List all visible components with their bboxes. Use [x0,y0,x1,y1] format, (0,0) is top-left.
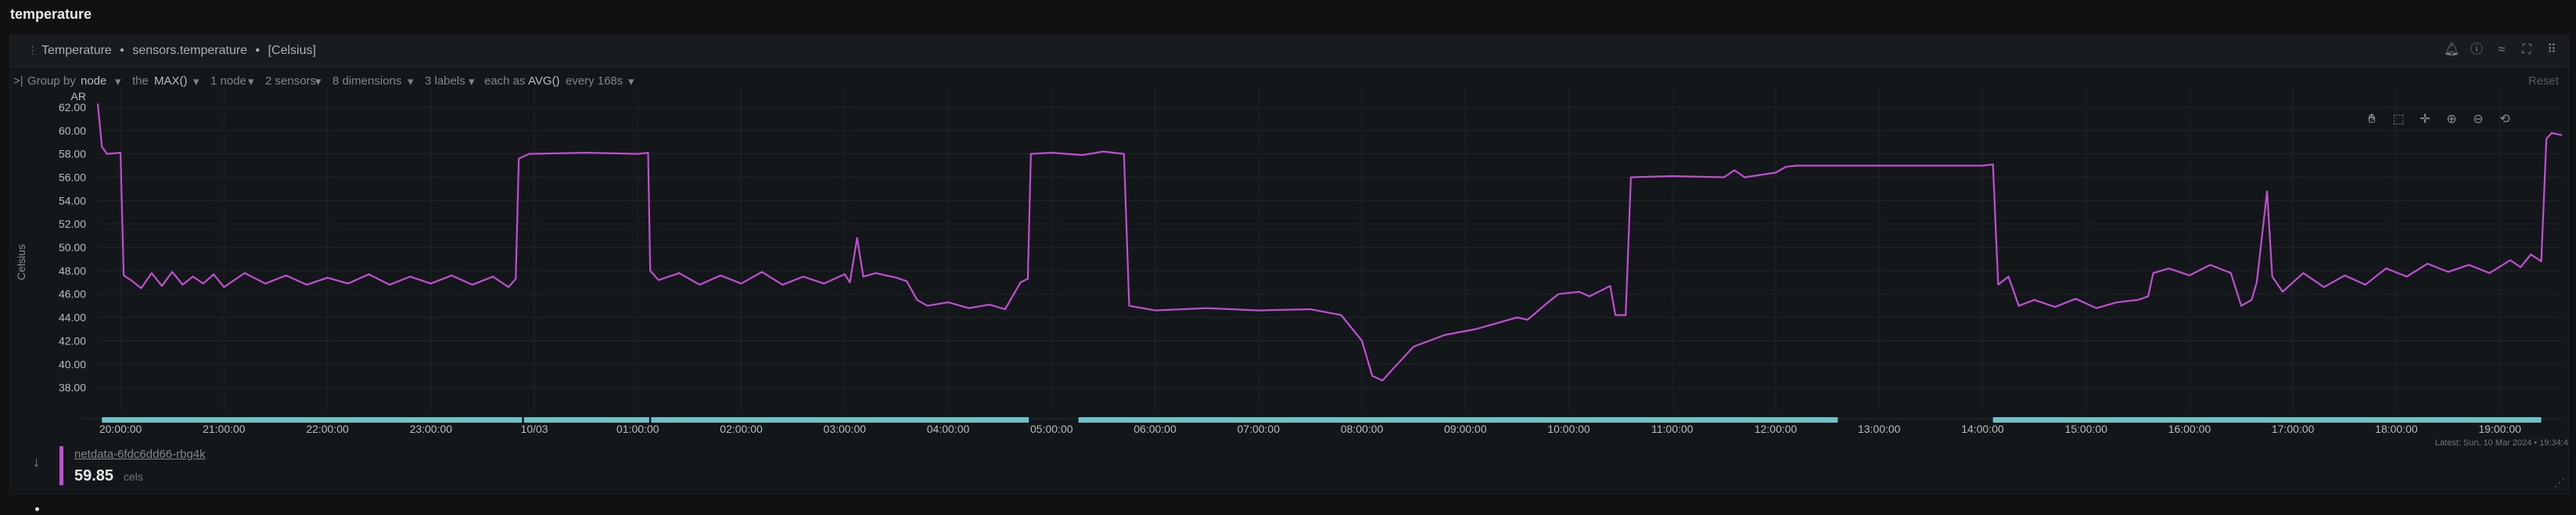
y-axis-top-label: AR [71,90,86,103]
crosshair-icon[interactable]: ✛ [2420,113,2430,126]
chart-title-text: Temperature [41,44,112,57]
drag-handle-icon[interactable]: ⋮ [27,45,38,56]
zoom-in-icon[interactable]: ⊕ [2446,113,2457,126]
page-title: temperature [10,6,92,22]
x-tick-label: 20:00:00 [99,423,142,435]
y-tick-label: 50.00 [59,241,86,254]
x-tick-label: 22:00:00 [306,423,349,435]
y-tick-label: 54.00 [59,194,86,207]
status-dot [35,507,39,511]
x-tick-label: 09:00:00 [1444,423,1487,435]
sensors-dropdown[interactable]: 2 sensors [265,74,317,88]
header-actions: 🔔︎ ⓘ ≈ ⛶ ⠿ [2443,41,2560,59]
dimensions-dropdown[interactable]: 8 dimensions [332,74,402,88]
x-tick-label: 06:00:00 [1134,423,1177,435]
annotation-bar [651,417,1029,423]
y-tick-label: 62.00 [59,101,86,113]
x-tick-label: 14:00:00 [1961,423,2004,435]
chart-units: [Celsius] [268,44,316,57]
chart-title: Temperature • sensors.temperature • [Cel… [41,44,316,57]
x-tick-label: 23:00:00 [410,423,453,435]
info-icon[interactable]: ⓘ [2470,43,2483,56]
chart-header: ⋮ Temperature • sensors.temperature • [C… [10,35,2568,67]
x-tick-label: 15:00:00 [2064,423,2107,435]
chart-context: sensors.temperature [132,44,248,57]
y-tick-label: 46.00 [59,288,86,301]
annotation-bar [1078,417,1838,423]
arrow-down-icon[interactable]: ↓ [33,454,40,470]
x-tick-label: 12:00:00 [1755,423,1798,435]
legend-unit: cels [124,470,143,483]
filter-bar: >| Group by node ▾ the MAX() ▾ 1 node ▾ … [13,74,2559,88]
alert-bell-icon[interactable]: 🔔︎ [2443,43,2460,56]
y-tick-label: 58.00 [59,148,86,160]
annotation-bar [102,417,523,423]
x-tick-label: 21:00:00 [203,423,246,435]
zoom-out-icon[interactable]: ⊖ [2473,113,2484,126]
x-tick-label: 19:00:00 [2478,423,2521,435]
x-tick-label: 16:00:00 [2168,423,2211,435]
select-icon[interactable]: ⬚ [2392,113,2405,126]
x-tick-label: 02:00:00 [720,423,763,435]
y-axis-label: Celsius [15,244,27,280]
x-tick-label: 17:00:00 [2272,423,2315,435]
aggregation-dropdown[interactable]: MAX() [154,74,188,88]
x-tick-label: 05:00:00 [1030,423,1073,435]
chevron-down-icon: ▾ [115,75,121,88]
legend-dimension-name[interactable]: netdata-6fdc6dd66-rbg4k [74,448,206,461]
reset-button[interactable]: Reset [2527,74,2559,88]
x-tick-label: 03:00:00 [824,423,867,435]
x-tick-label: 11:00:00 [1651,423,1694,435]
legend-color-swatch [59,446,63,485]
x-tick-label: 08:00:00 [1341,423,1384,435]
y-tick-label: 42.00 [59,334,86,347]
resize-handle-icon[interactable]: ⋰ [2554,476,2565,488]
chevron-down-icon: ▾ [469,75,475,88]
chart-toolbox: ✋︎ ⬚ ✛ ⊕ ⊖ ⟲ [2362,110,2514,129]
x-tick-label: 07:00:00 [1238,423,1281,435]
legend-value: 59.85 [74,467,114,484]
series-line [96,103,2563,382]
group-by-dropdown[interactable]: node [81,74,107,88]
chevron-down-icon: ▾ [193,75,199,88]
time-aggregation-dropdown[interactable]: AVG() [528,74,560,88]
y-tick-label: 52.00 [59,218,86,230]
latest-timestamp: Latest: Sun, 10 Mar 2024 • 19:34:4 [2434,438,2568,448]
x-tick-label: 04:00:00 [927,423,970,435]
annotation-bar [1992,417,2542,423]
x-tick-label: 18:00:00 [2375,423,2418,435]
drag-grid-icon[interactable]: ⠿ [2547,43,2556,56]
y-tick-label: 38.00 [59,381,86,394]
x-tick-label: 01:00:00 [616,423,659,435]
y-tick-label: 48.00 [59,265,86,277]
y-tick-label: 56.00 [59,171,86,183]
fullscreen-icon[interactable]: ⛶ [2522,43,2531,56]
x-tick-label: 10:00:00 [1547,423,1590,435]
annotation-bar [523,417,649,423]
x-tick-label: 10/03 [521,423,548,435]
chevron-down-icon: ▾ [628,75,634,88]
chevron-down-icon: ▾ [248,75,254,88]
y-tick-label: 60.00 [59,124,86,137]
group-expand-icon[interactable]: >| [13,74,23,88]
zoom-reset-icon[interactable]: ⟲ [2499,113,2510,126]
labels-dropdown[interactable]: 3 labels [425,74,465,88]
y-tick-label: 44.00 [59,312,86,324]
chart-type-icon[interactable]: ≈ [2498,43,2506,56]
y-tick-label: 40.00 [59,358,86,370]
chevron-down-icon: ▾ [408,75,414,88]
x-tick-label: 13:00:00 [1858,423,1901,435]
pan-icon[interactable]: ✋︎ [2368,113,2376,126]
nodes-dropdown[interactable]: 1 node [210,74,246,88]
temperature-chart[interactable]: 62.00 60.00 58.00 56.00 54.00 52.00 50.00 48.00… [0,0,2576,446]
chevron-down-icon: ▾ [315,75,322,88]
